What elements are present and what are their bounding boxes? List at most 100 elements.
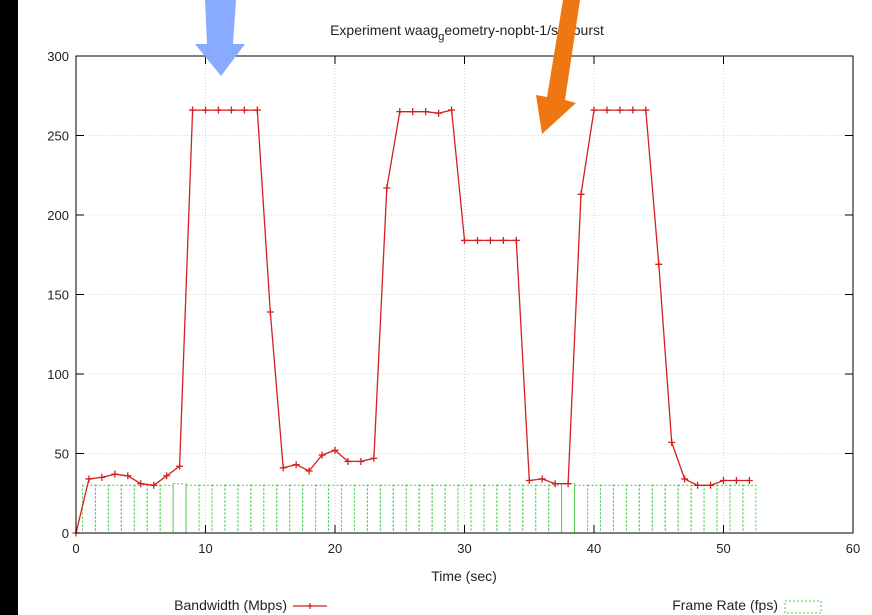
y-tick-label: 150 (47, 288, 69, 303)
frame-rate-bar (172, 483, 187, 534)
frame-rate-bar (250, 484, 265, 534)
frame-rate-bar (509, 484, 524, 534)
bandwidth-point (227, 106, 235, 114)
bandwidth-point (383, 184, 391, 192)
bandwidth-point (279, 464, 287, 472)
bandwidth-point (318, 451, 326, 459)
bandwidth-point (370, 454, 378, 462)
bandwidth-point (253, 106, 261, 114)
x-axis-ticks: 0 10 20 30 40 50 60 (72, 56, 860, 556)
frame-rate-bar (574, 484, 589, 534)
frame-rate-bar (133, 484, 148, 534)
x-tick-label: 10 (198, 541, 212, 556)
bandwidth-point (707, 481, 715, 489)
bandwidth-point (240, 106, 248, 114)
bandwidth-point (642, 106, 650, 114)
frame-rate-bar (703, 484, 718, 534)
frame-rate-bar (263, 484, 278, 534)
frame-rate-bar (353, 484, 368, 534)
frame-rate-bar (612, 484, 627, 534)
frame-rate-bar (366, 484, 381, 534)
bandwidth-point (486, 236, 494, 244)
bandwidth-point (344, 457, 352, 465)
frame-rate-bar (146, 484, 161, 534)
frame-rate-bar (120, 484, 135, 534)
bandwidth-point (590, 106, 598, 114)
bandwidth-point (732, 477, 740, 485)
y-tick-label: 200 (47, 208, 69, 223)
frame-rate-bar (651, 484, 666, 534)
frame-rate-bar (392, 484, 407, 534)
frame-rate-bar (405, 484, 420, 534)
bandwidth-point (551, 480, 559, 488)
bandwidth-point (266, 308, 274, 316)
x-tick-label: 20 (328, 541, 342, 556)
bandwidth-point (357, 457, 365, 465)
bandwidth-point (668, 438, 676, 446)
bandwidth-point (448, 106, 456, 114)
bandwidth-point (202, 106, 209, 114)
frame-rate-bar (276, 484, 291, 534)
frame-rate-bar (185, 484, 200, 534)
frame-rate-bar (742, 484, 757, 534)
frame-rate-bar (483, 484, 498, 534)
frame-rate-bar (664, 484, 679, 534)
bandwidth-point (124, 472, 132, 480)
frame-rate-bar (535, 484, 550, 534)
frame-rate-bar (340, 484, 355, 534)
grid (76, 56, 853, 533)
x-tick-label: 0 (72, 541, 79, 556)
y-tick-label: 250 (47, 129, 69, 144)
y-tick-label: 100 (47, 367, 69, 382)
x-tick-label: 50 (716, 541, 730, 556)
frame-rate-bar (315, 484, 330, 534)
bandwidth-point (745, 477, 753, 485)
frame-rate-bar (444, 484, 459, 534)
frame-rate-bar (431, 484, 446, 534)
frame-rate-bar (496, 484, 511, 534)
bandwidth-point (525, 477, 533, 485)
frame-rate-bar (379, 484, 394, 534)
bandwidth-point (681, 475, 689, 483)
x-tick-label: 40 (587, 541, 601, 556)
legend-label-framerate: Frame Rate (fps) (672, 597, 778, 613)
bandwidth-point (499, 236, 507, 244)
bandwidth-point (396, 108, 404, 116)
bandwidth-line (75, 109, 750, 534)
bandwidth-point (694, 481, 702, 489)
frame-rate-bar (729, 484, 744, 534)
legend-marker-bandwidth (307, 603, 313, 609)
legend-swatch-framerate (784, 600, 822, 614)
bandwidth-markers (72, 106, 753, 537)
bandwidth-point (538, 475, 546, 483)
orange-arrow (536, 0, 580, 134)
bandwidth-point (720, 477, 727, 485)
frame-rate-bar (211, 484, 226, 534)
bandwidth-point (137, 480, 145, 488)
frame-rate-bar (224, 484, 239, 534)
bandwidth-point (435, 109, 443, 117)
bandwidth-point (176, 462, 184, 470)
legend-label-bandwidth: Bandwidth (Mbps) (174, 597, 287, 613)
x-tick-label: 60 (846, 541, 860, 556)
frame-rate-bar (690, 484, 705, 534)
y-tick-label: 0 (62, 526, 69, 541)
frame-rate-bar (302, 484, 317, 534)
bandwidth-point (85, 475, 93, 483)
bandwidth-point (409, 108, 417, 116)
frame-rate-bar (638, 484, 653, 534)
bandwidth-point (512, 236, 520, 244)
blue-arrow (195, 0, 245, 76)
bandwidth-point (331, 446, 339, 454)
frame-rate-bar (470, 484, 485, 534)
frame-rate-bar (522, 484, 537, 534)
frame-rate-bar (81, 484, 96, 534)
bandwidth-point (305, 467, 313, 475)
bandwidth-point (629, 106, 637, 114)
frame-rate-bar (418, 484, 433, 534)
frame-rate-bar (548, 484, 563, 534)
frame-rate-bar (677, 484, 692, 534)
bandwidth-point (163, 472, 171, 480)
bandwidth-point (98, 473, 106, 481)
frame-rate-bar (599, 484, 614, 534)
